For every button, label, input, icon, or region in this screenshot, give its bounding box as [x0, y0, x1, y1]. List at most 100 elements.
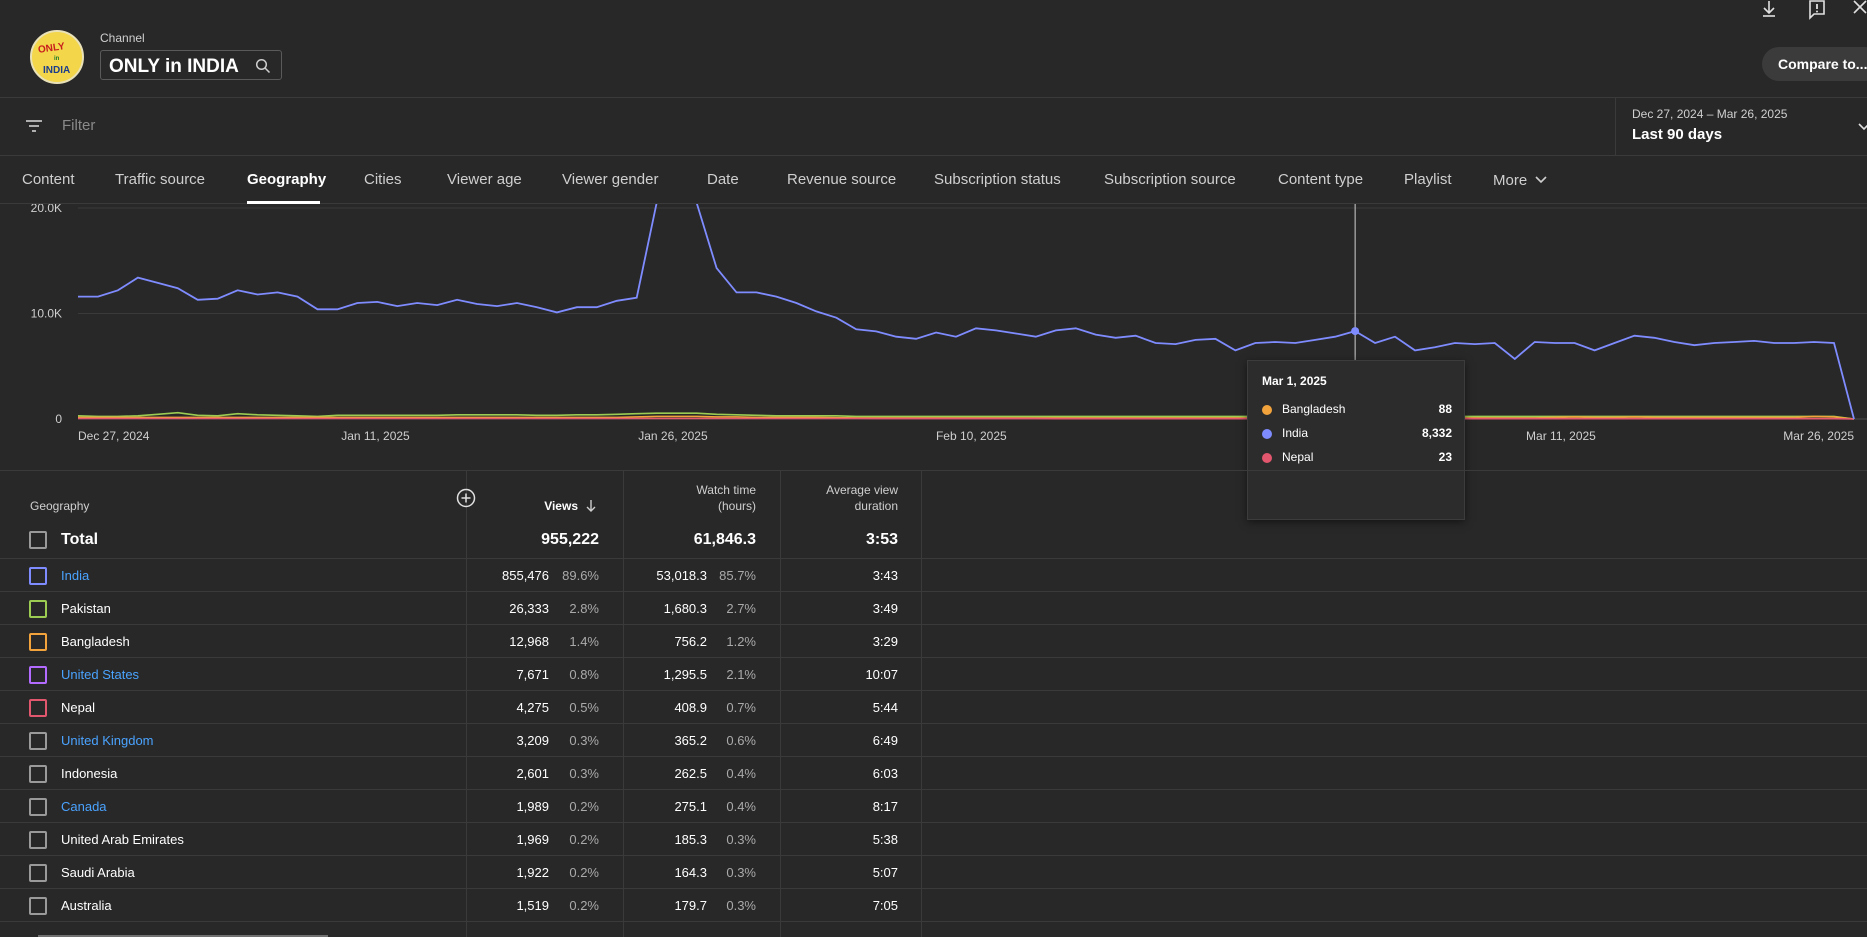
tab-content-type[interactable]: Content type	[1278, 171, 1364, 188]
table-row[interactable]: Bangladesh 12,968 1.4% 756.2 1.2% 3:29	[0, 625, 1867, 658]
x-tick-label: Mar 11, 2025	[1526, 429, 1596, 443]
watch-time-value: 1,680.3	[663, 601, 707, 616]
logo-text-in: in	[54, 56, 60, 62]
checkbox[interactable]	[29, 897, 47, 915]
views-value: 12,968	[509, 634, 549, 649]
x-tick-label: Jan 26, 2025	[638, 429, 708, 443]
add-column-icon[interactable]	[456, 488, 476, 508]
table-row[interactable]: Australia 1,519 0.2% 179.7 0.3% 7:05	[0, 889, 1867, 922]
y-tick-label: 10.0K	[31, 307, 62, 321]
channel-logo[interactable]: ONLY in INDIA	[30, 30, 84, 84]
views-value: 1,922	[516, 865, 549, 880]
table-row[interactable]: Canada 1,989 0.2% 275.1 0.4% 8:17	[0, 790, 1867, 823]
views-percent: 0.3%	[569, 766, 599, 781]
checkbox[interactable]	[29, 567, 47, 585]
checkbox[interactable]	[29, 633, 47, 651]
country-name[interactable]: United Kingdom	[61, 733, 154, 748]
watch-time-percent: 85.7%	[719, 568, 756, 583]
geography-table: Geography Views Watch time (hours) Avera…	[0, 470, 1867, 937]
views-percent: 0.3%	[569, 733, 599, 748]
watch-time-percent: 0.7%	[726, 700, 756, 715]
avg-duration-value: 10:07	[865, 667, 898, 682]
close-icon[interactable]	[1851, 0, 1867, 20]
checkbox[interactable]	[29, 798, 47, 816]
watch-time-value: 1,295.5	[663, 667, 707, 682]
filter-input[interactable]: Filter	[62, 117, 96, 134]
series-line-pakistan	[77, 411, 1855, 420]
chart-tooltip: Mar 1, 2025 Bangladesh 88 India 8,332 Ne…	[1247, 360, 1465, 520]
legend-dot	[1262, 405, 1272, 415]
tab-revenue-source[interactable]: Revenue source	[787, 171, 897, 188]
tab-viewer-gender[interactable]: Viewer gender	[562, 171, 659, 188]
table-row[interactable]: Saudi Arabia 1,922 0.2% 164.3 0.3% 5:07	[0, 856, 1867, 889]
table-row[interactable]: India 855,476 89.6% 53,018.3 85.7% 3:43	[0, 559, 1867, 592]
views-value: 1,969	[516, 832, 549, 847]
avg-duration-value: 6:49	[872, 733, 898, 748]
header-geography[interactable]: Geography	[30, 499, 90, 513]
date-range-picker[interactable]: Dec 27, 2024 – Mar 26, 2025 Last 90 days	[1615, 98, 1867, 156]
checkbox[interactable]	[29, 765, 47, 783]
watch-time-percent: 0.3%	[726, 832, 756, 847]
legend-dot	[1262, 429, 1272, 439]
tooltip-date: Mar 1, 2025	[1262, 374, 1327, 388]
country-name: Australia	[61, 898, 112, 913]
country-name[interactable]: India	[61, 568, 90, 583]
checkbox[interactable]	[29, 531, 47, 549]
channel-header: ONLY in INDIA Channel ONLY in INDIA Comp…	[0, 0, 1867, 98]
total-watch-time: 61,846.3	[693, 531, 756, 548]
tab-more[interactable]: More	[1493, 171, 1547, 189]
compare-button[interactable]: Compare to...	[1762, 47, 1867, 81]
table-row[interactable]: Pakistan 26,333 2.8% 1,680.3 2.7% 3:49	[0, 592, 1867, 625]
country-name[interactable]: Canada	[61, 799, 107, 814]
tab-subscription-source[interactable]: Subscription source	[1104, 171, 1236, 188]
channel-name: ONLY in INDIA	[109, 56, 239, 77]
tab-geography[interactable]: Geography	[247, 171, 327, 188]
sort-arrow-down-icon[interactable]	[585, 499, 597, 513]
download-icon[interactable]	[1759, 0, 1779, 20]
filter-icon[interactable]	[24, 116, 44, 136]
watch-time-percent: 0.6%	[726, 733, 756, 748]
views-percent: 0.8%	[569, 667, 599, 682]
table-row[interactable]: Indonesia 2,601 0.3% 262.5 0.4% 6:03	[0, 757, 1867, 790]
views-value: 2,601	[516, 766, 549, 781]
views-line-chart[interactable]: 0 10.0K 20.0K Dec 27, 2024 Jan 11, 2025 Jan 2…	[0, 204, 1867, 470]
tab-content[interactable]: Content	[22, 171, 75, 188]
checkbox[interactable]	[29, 831, 47, 849]
tab-cities[interactable]: Cities	[364, 171, 402, 188]
views-percent: 1.4%	[569, 634, 599, 649]
checkbox[interactable]	[29, 666, 47, 684]
x-tick-label: Dec 27, 2024	[78, 429, 150, 443]
tab-viewer-age[interactable]: Viewer age	[447, 171, 522, 188]
table-row[interactable]: United Kingdom 3,209 0.3% 365.2 0.6% 6:49	[0, 724, 1867, 757]
feedback-icon[interactable]	[1807, 0, 1827, 20]
checkbox[interactable]	[29, 732, 47, 750]
watch-time-value: 408.9	[674, 700, 707, 715]
tab-date[interactable]: Date	[707, 171, 739, 188]
watch-time-percent: 0.3%	[726, 865, 756, 880]
chevron-down-icon	[1535, 176, 1547, 184]
watch-time-percent: 0.4%	[726, 799, 756, 814]
tab-traffic-source[interactable]: Traffic source	[115, 171, 206, 188]
country-name[interactable]: United States	[61, 667, 140, 682]
table-row[interactable]: United Arab Emirates 1,969 0.2% 185.3 0.3% 5:…	[0, 823, 1867, 856]
avg-duration-value: 5:07	[872, 865, 898, 880]
date-range-text: Dec 27, 2024 – Mar 26, 2025	[1632, 107, 1788, 121]
header-avg-duration[interactable]: Average view duration	[790, 482, 898, 514]
header-views[interactable]: Views	[544, 499, 578, 513]
table-row-total: Total 955,222 61,846.3 3:53	[0, 521, 1867, 559]
table-row[interactable]: United States 7,671 0.8% 1,295.5 2.1% 10:07	[0, 658, 1867, 691]
checkbox[interactable]	[29, 699, 47, 717]
header-avg-duration-line1: Average view	[826, 483, 898, 497]
tab-playlist[interactable]: Playlist	[1404, 171, 1452, 188]
checkbox[interactable]	[29, 864, 47, 882]
tab-subscription-status[interactable]: Subscription status	[934, 171, 1061, 188]
table-row[interactable]: Nepal 4,275 0.5% 408.9 0.7% 5:44	[0, 691, 1867, 724]
tooltip-row-bangladesh: Bangladesh 88	[1262, 402, 1452, 418]
header-watch-time[interactable]: Watch time (hours)	[640, 482, 756, 514]
checkbox[interactable]	[29, 600, 47, 618]
channel-selector[interactable]: ONLY in INDIA	[100, 50, 282, 80]
series-line-nepal	[78, 417, 1855, 420]
search-icon[interactable]	[255, 58, 271, 74]
column-divider	[780, 471, 781, 937]
watch-time-percent: 0.4%	[726, 766, 756, 781]
